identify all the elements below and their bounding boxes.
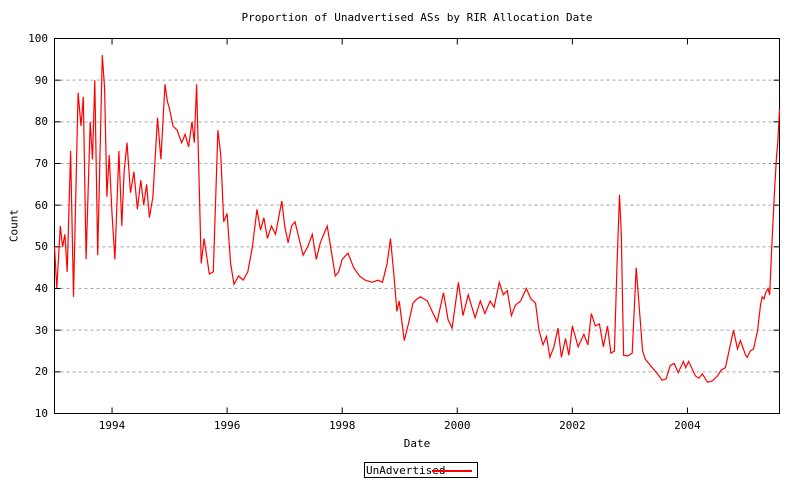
y-tick-label-60: 60 xyxy=(34,198,48,212)
y-tick-label-30: 30 xyxy=(34,323,48,337)
x-tick-label-2002: 2002 xyxy=(559,419,586,432)
y-tick-label-90: 90 xyxy=(34,73,48,87)
y-tick-label-20: 20 xyxy=(34,365,48,379)
x-tick-label-1998: 1998 xyxy=(328,419,356,432)
x-tick-label-1996: 1996 xyxy=(213,419,241,432)
chart-title: Proportion of Unadvertised ASs by RIR Al… xyxy=(241,11,593,24)
y-tick-label-40: 40 xyxy=(34,282,48,295)
legend-box: UnAdvertised xyxy=(364,462,478,478)
series-unadvertised-line xyxy=(53,55,781,384)
y-tick-label-100: 100 xyxy=(28,32,48,45)
legend-line-sample xyxy=(432,470,472,472)
x-tick-label-1994: 1994 xyxy=(98,419,126,432)
y-tick-label-70: 70 xyxy=(34,157,48,170)
x-axis-label: Date xyxy=(403,437,431,450)
y-tick-label-10: 10 xyxy=(34,407,48,420)
x-tick-label-2000: 2000 xyxy=(444,419,471,432)
legend-series-label: UnAdvertised xyxy=(366,464,446,477)
y-tick-label-50: 50 xyxy=(34,240,48,254)
y-tick-label-80: 80 xyxy=(34,115,48,129)
x-tick-label-2004: 2004 xyxy=(674,419,701,432)
plot-border xyxy=(54,38,780,414)
